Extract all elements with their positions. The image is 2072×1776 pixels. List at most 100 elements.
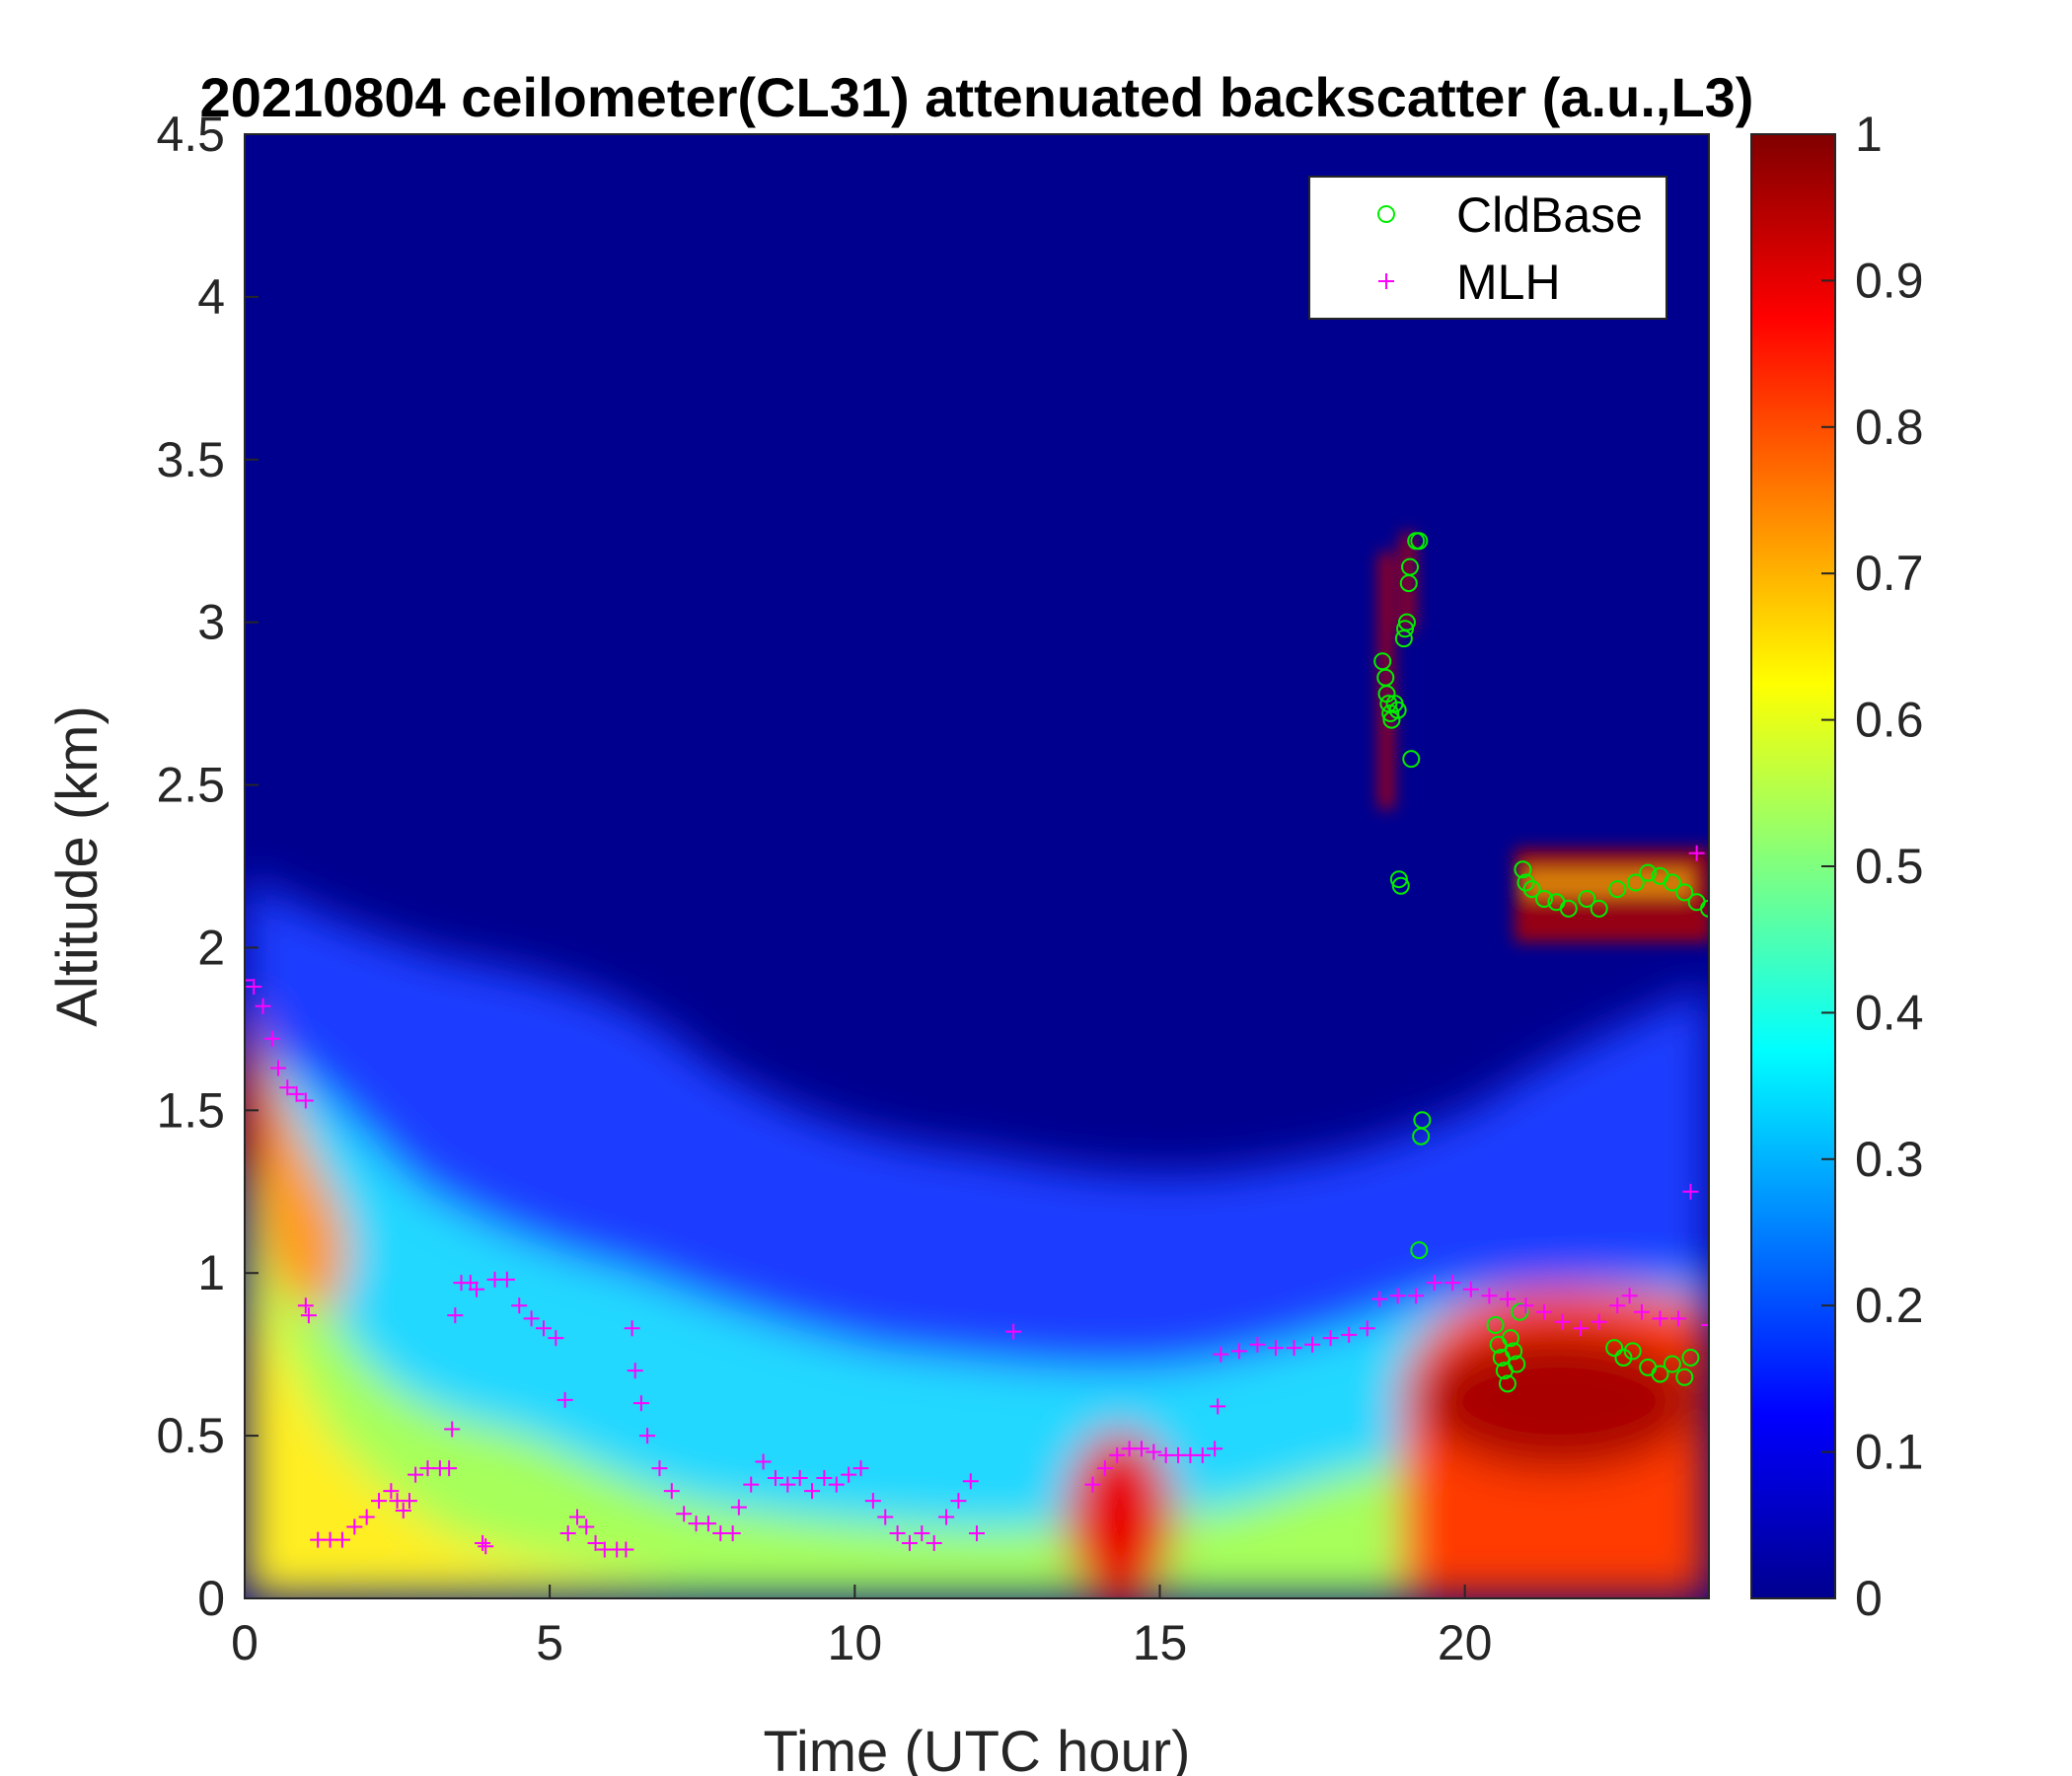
cldbase-point [1508,1355,1526,1373]
mlh-point [730,1499,747,1516]
mlh-point [632,1395,649,1412]
mlh-point [1462,1281,1479,1297]
mlh-point [1609,1297,1626,1314]
mlh-point [1591,1313,1607,1330]
mlh-point [804,1483,821,1500]
legend-cldbase-marker [1377,205,1395,223]
mlh-point [587,1534,604,1551]
cldbase-point [1379,695,1398,713]
cldbase-point [1505,1342,1523,1361]
x-tick-label: 15 [1133,1615,1188,1670]
colorbar-ticks: 0 0.1 0.2 0.3 0.4 0.5 0.6 0.7 0.8 0.9 1 [1821,107,1924,1626]
mlh-point [333,1531,350,1548]
mlh-point [511,1297,528,1314]
cldbase-point [1639,863,1658,882]
mlh-point [889,1525,906,1542]
mlh-point [791,1469,808,1486]
x-tick-label: 10 [828,1615,883,1670]
mlh-point [568,1509,585,1525]
heatmap-darkred-core [1421,1332,1697,1470]
mlh-point [383,1483,400,1500]
mlh-point [1133,1441,1149,1457]
series-mlh [245,845,1709,1558]
y-tick-label: 3.5 [156,432,225,487]
legend-mlh-marker [1378,273,1394,289]
mlh-point [1005,1323,1022,1340]
mlh-point [478,1538,494,1555]
cldbase-point [1514,860,1532,879]
mlh-point [1652,1310,1668,1327]
mlh-point [1536,1303,1553,1320]
mlh-point [1481,1288,1498,1304]
mlh-point [950,1493,967,1510]
cldbase-point [1382,710,1401,729]
x-tick-label: 5 [536,1615,563,1670]
mlh-point [297,1092,314,1109]
colorbar-gradient [1750,133,1836,1599]
cldbase-point [1623,1342,1642,1361]
colorbar-tick-label: 0.5 [1855,839,1924,894]
heatmap-plot-area [245,134,1709,1598]
cldbase-point [1590,899,1608,918]
mlh-point [407,1466,424,1483]
cldbase-point [1502,1329,1520,1348]
mlh-point [663,1483,680,1500]
x-tick-label: 0 [231,1615,259,1670]
mlh-point [816,1469,833,1486]
mlh-point [1109,1446,1126,1463]
mlh-point [914,1525,930,1542]
y-tick-label: 2.5 [156,758,225,813]
cldbase-point [1373,652,1392,671]
mlh-point [1096,1460,1113,1477]
cldbase-point [1626,873,1645,892]
cldbase-point [1605,1339,1624,1358]
cldbase-point [1663,1355,1681,1373]
cldbase-point [1517,873,1535,892]
mlh-point [724,1525,741,1542]
colorbar-tick-label: 0 [1855,1571,1883,1626]
cldbase-point [1498,1374,1517,1393]
mlh-point [1322,1330,1339,1347]
heatmap-cyan-layer [245,1036,1709,1598]
mlh-point [1554,1313,1571,1330]
legend-mlh-label: MLH [1456,255,1561,310]
mlh-point [1701,1316,1709,1333]
mlh-point [1084,1476,1101,1493]
mlh-point [1286,1340,1302,1357]
colorbar-tick-label: 0.6 [1855,693,1924,748]
cldbase-point [1391,876,1410,895]
cldbase-point [1651,1365,1669,1383]
mlh-point [1682,1183,1699,1200]
mlh-point [1230,1343,1247,1360]
mlh-point [358,1509,375,1525]
y-tick-label: 4.5 [156,107,225,162]
cldbase-point [1614,1348,1633,1367]
cldbase-point [1397,613,1416,631]
mlh-point [864,1493,881,1510]
mlh-point [1371,1291,1388,1307]
legend-box [1308,176,1667,320]
mlh-point [1426,1275,1443,1292]
mlh-point [852,1460,869,1477]
mlh-point [828,1476,845,1493]
x-tick-label: 20 [1438,1615,1493,1670]
colorbar-tick-label: 0.2 [1855,1278,1924,1333]
mlh-point [639,1428,656,1444]
mlh-point [444,1421,461,1438]
series-cldbase [1373,532,1709,1393]
mlh-point [447,1307,464,1324]
cldbase-point [1559,899,1578,918]
cldbase-point [1675,1368,1694,1386]
colorbar-tick-label: 0.7 [1855,546,1924,601]
mlh-point [279,1079,296,1096]
legend: CldBase MLH [1308,176,1667,320]
cldbase-point [1578,889,1596,908]
mlh-point [1633,1303,1650,1320]
mlh-point [969,1525,985,1542]
mlh-point [548,1330,564,1347]
mlh-point [401,1493,417,1510]
cldbase-point [1511,1302,1529,1321]
mlh-point [938,1509,955,1525]
heatmap-cloud-streak-2 [1401,533,1415,631]
